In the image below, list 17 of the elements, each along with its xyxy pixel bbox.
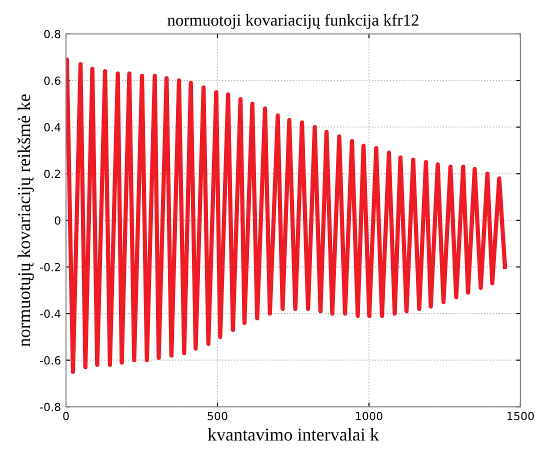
x-tick-label: 1000	[356, 412, 382, 420]
y-axis-title: normuotųjų kovariacijų reikšmė ke	[18, 94, 34, 347]
y-tick-label: -0.4	[40, 310, 61, 318]
x-tick-label: 1500	[508, 412, 534, 420]
y-tick-label: 0	[54, 216, 60, 225]
y-tick-label: -0.8	[40, 402, 60, 412]
chart-title: normuotoji kovariacijų funkcija kfr12	[167, 14, 418, 30]
y-tick-label: -0.6	[40, 356, 60, 365]
y-tick-label: 0.4	[44, 123, 61, 132]
y-tick-label: -0.2	[40, 262, 60, 272]
y-tick-label: 0.8	[44, 30, 60, 38]
y-tick-label: 0.6	[44, 76, 60, 85]
line-series	[66, 57, 508, 374]
x-tick-label: 0	[63, 412, 69, 420]
x-tick-label: 500	[208, 412, 228, 420]
x-axis-title: kvantavimo intervalai k	[208, 428, 379, 441]
y-tick-label: 0.2	[44, 170, 60, 178]
